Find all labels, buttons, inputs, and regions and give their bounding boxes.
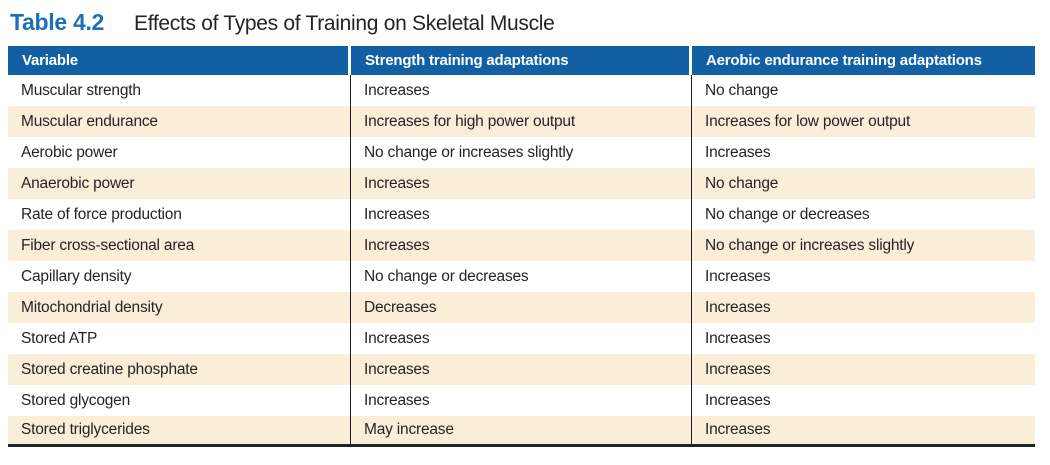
aerobic-adaptation-cell: No change or increases slightly: [692, 230, 1035, 261]
strength-adaptation-cell: May increase: [351, 416, 692, 447]
variable-cell: Capillary density: [8, 261, 351, 292]
variable-cell: Anaerobic power: [8, 168, 351, 199]
strength-adaptation-cell: Increases: [351, 168, 692, 199]
aerobic-adaptation-cell: Increases: [692, 416, 1035, 447]
strength-adaptation-cell: Increases: [351, 385, 692, 416]
table-row: Muscular endurance Increases for high pow…: [8, 106, 1035, 137]
aerobic-adaptation-cell: No change or decreases: [692, 199, 1035, 230]
strength-adaptation-cell: Increases: [351, 354, 692, 385]
variable-cell: Stored triglycerides: [8, 416, 351, 447]
column-header-variable: Variable: [8, 46, 351, 75]
aerobic-adaptation-cell: No change: [692, 75, 1035, 106]
strength-adaptation-cell: Increases: [351, 230, 692, 261]
strength-adaptation-cell: Increases: [351, 199, 692, 230]
strength-adaptation-cell: No change or decreases: [351, 261, 692, 292]
aerobic-adaptation-cell: Increases: [692, 137, 1035, 168]
table-row: Muscular strength Increases No change: [8, 75, 1035, 106]
table-row: Stored ATP Increases Increases: [8, 323, 1035, 354]
aerobic-adaptation-cell: Increases: [692, 354, 1035, 385]
table-row: Fiber cross-sectional area Increases No ch…: [8, 230, 1035, 261]
variable-cell: Stored glycogen: [8, 385, 351, 416]
aerobic-adaptation-cell: Increases for low power output: [692, 106, 1035, 137]
aerobic-adaptation-cell: Increases: [692, 323, 1035, 354]
table-row: Capillary density No change or decreases I…: [8, 261, 1035, 292]
table-caption: Table 4.2 Effects of Types of Training o…: [0, 0, 1050, 46]
table-title: Effects of Types of Training on Skeletal…: [134, 12, 555, 35]
table-row: Mitochondrial density Decreases Increases: [8, 292, 1035, 323]
strength-adaptation-cell: Increases: [351, 75, 692, 106]
training-effects-table: Variable Strength training adaptations A…: [8, 46, 1035, 447]
strength-adaptation-cell: Increases: [351, 323, 692, 354]
column-header-aerobic-adaptations: Aerobic endurance training adaptations: [692, 46, 1035, 75]
variable-cell: Muscular endurance: [8, 106, 351, 137]
strength-adaptation-cell: No change or increases slightly: [351, 137, 692, 168]
table-row: Aerobic power No change or increases slig…: [8, 137, 1035, 168]
table-row: Stored creatine phosphate Increases Increa…: [8, 354, 1035, 385]
table-row: Rate of force production Increases No chan…: [8, 199, 1035, 230]
table-row: Stored glycogen Increases Increases: [8, 385, 1035, 416]
table-row: Stored triglycerides May increase Increase…: [8, 416, 1035, 447]
variable-cell: Stored creatine phosphate: [8, 354, 351, 385]
aerobic-adaptation-cell: Increases: [692, 292, 1035, 323]
header-row: Variable Strength training adaptations A…: [8, 46, 1035, 75]
aerobic-adaptation-cell: No change: [692, 168, 1035, 199]
variable-cell: Stored ATP: [8, 323, 351, 354]
variable-cell: Aerobic power: [8, 137, 351, 168]
aerobic-adaptation-cell: Increases: [692, 385, 1035, 416]
variable-cell: Fiber cross-sectional area: [8, 230, 351, 261]
variable-cell: Mitochondrial density: [8, 292, 351, 323]
strength-adaptation-cell: Decreases: [351, 292, 692, 323]
aerobic-adaptation-cell: Increases: [692, 261, 1035, 292]
strength-adaptation-cell: Increases for high power output: [351, 106, 692, 137]
variable-cell: Muscular strength: [8, 75, 351, 106]
column-header-strength-adaptations: Strength training adaptations: [351, 46, 692, 75]
table-row: Anaerobic power Increases No change: [8, 168, 1035, 199]
table-number-label: Table 4.2: [10, 9, 105, 35]
variable-cell: Rate of force production: [8, 199, 351, 230]
